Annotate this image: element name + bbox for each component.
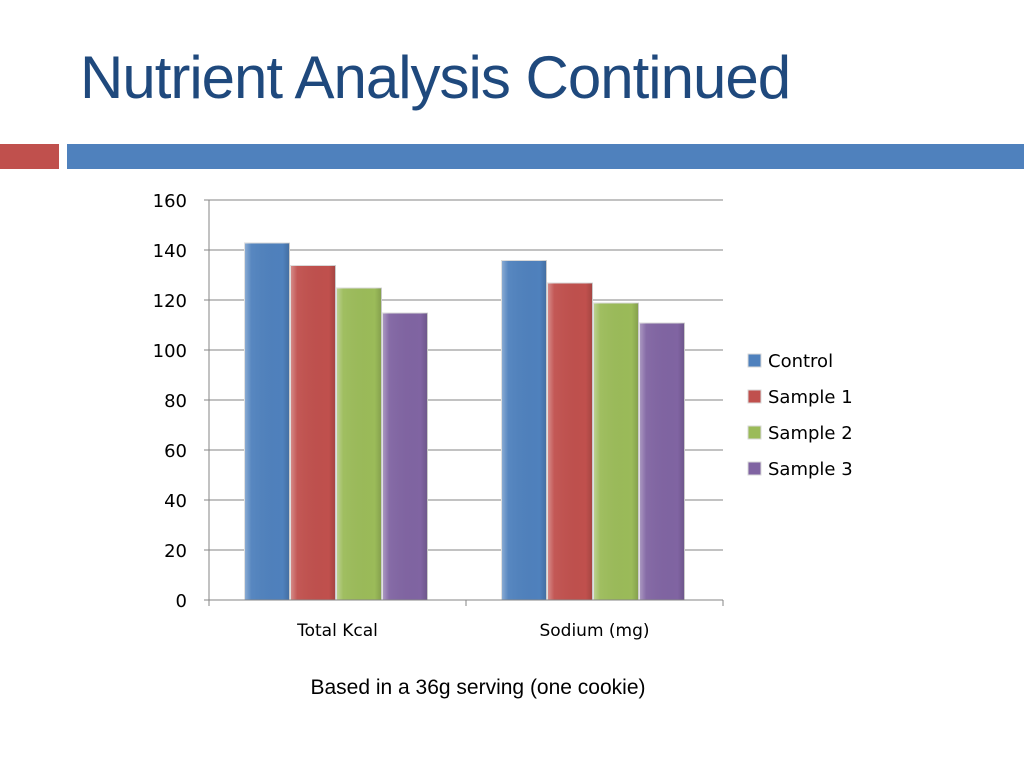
y-tick-label: 140 [153,241,187,262]
y-tick-label: 20 [164,541,187,562]
footnote: Based in a 36g serving (one cookie) [310,676,646,699]
x-tick-label: Total Kcal [296,621,378,641]
bar-sheen [593,303,639,600]
legend-label: Control [768,351,833,372]
y-tick-label: 40 [164,491,187,512]
bar-sheen [547,283,593,600]
y-tick-label: 120 [153,291,187,312]
y-tick-label: 80 [164,391,187,412]
legend-label: Sample 1 [768,387,853,408]
bar-sheen [336,288,382,600]
y-tick-label: 60 [164,441,187,462]
slide-title: Nutrient Analysis Continued [80,44,791,111]
y-tick-label: 160 [153,191,187,212]
bar-sheen [639,323,685,600]
y-tick-label: 100 [153,341,187,362]
bar-sheen [244,243,290,600]
legend-swatch [747,425,762,440]
bar-sheen [501,260,547,600]
y-tick-label: 0 [176,591,187,612]
bar-sheen [290,265,336,600]
accent-bar-left [0,144,59,169]
legend-swatch [747,353,762,368]
bar-sheen [382,313,428,600]
legend-label: Sample 3 [768,459,853,480]
legend-label: Sample 2 [768,423,853,444]
legend-swatch [747,389,762,404]
bar-chart: 0 20 40 60 80 100 120 140 160 Total Kcal Sodium (m… [153,191,853,641]
accent-bar-right [67,144,1024,169]
x-tick-label: Sodium (mg) [539,621,649,641]
legend-swatch [747,461,762,476]
